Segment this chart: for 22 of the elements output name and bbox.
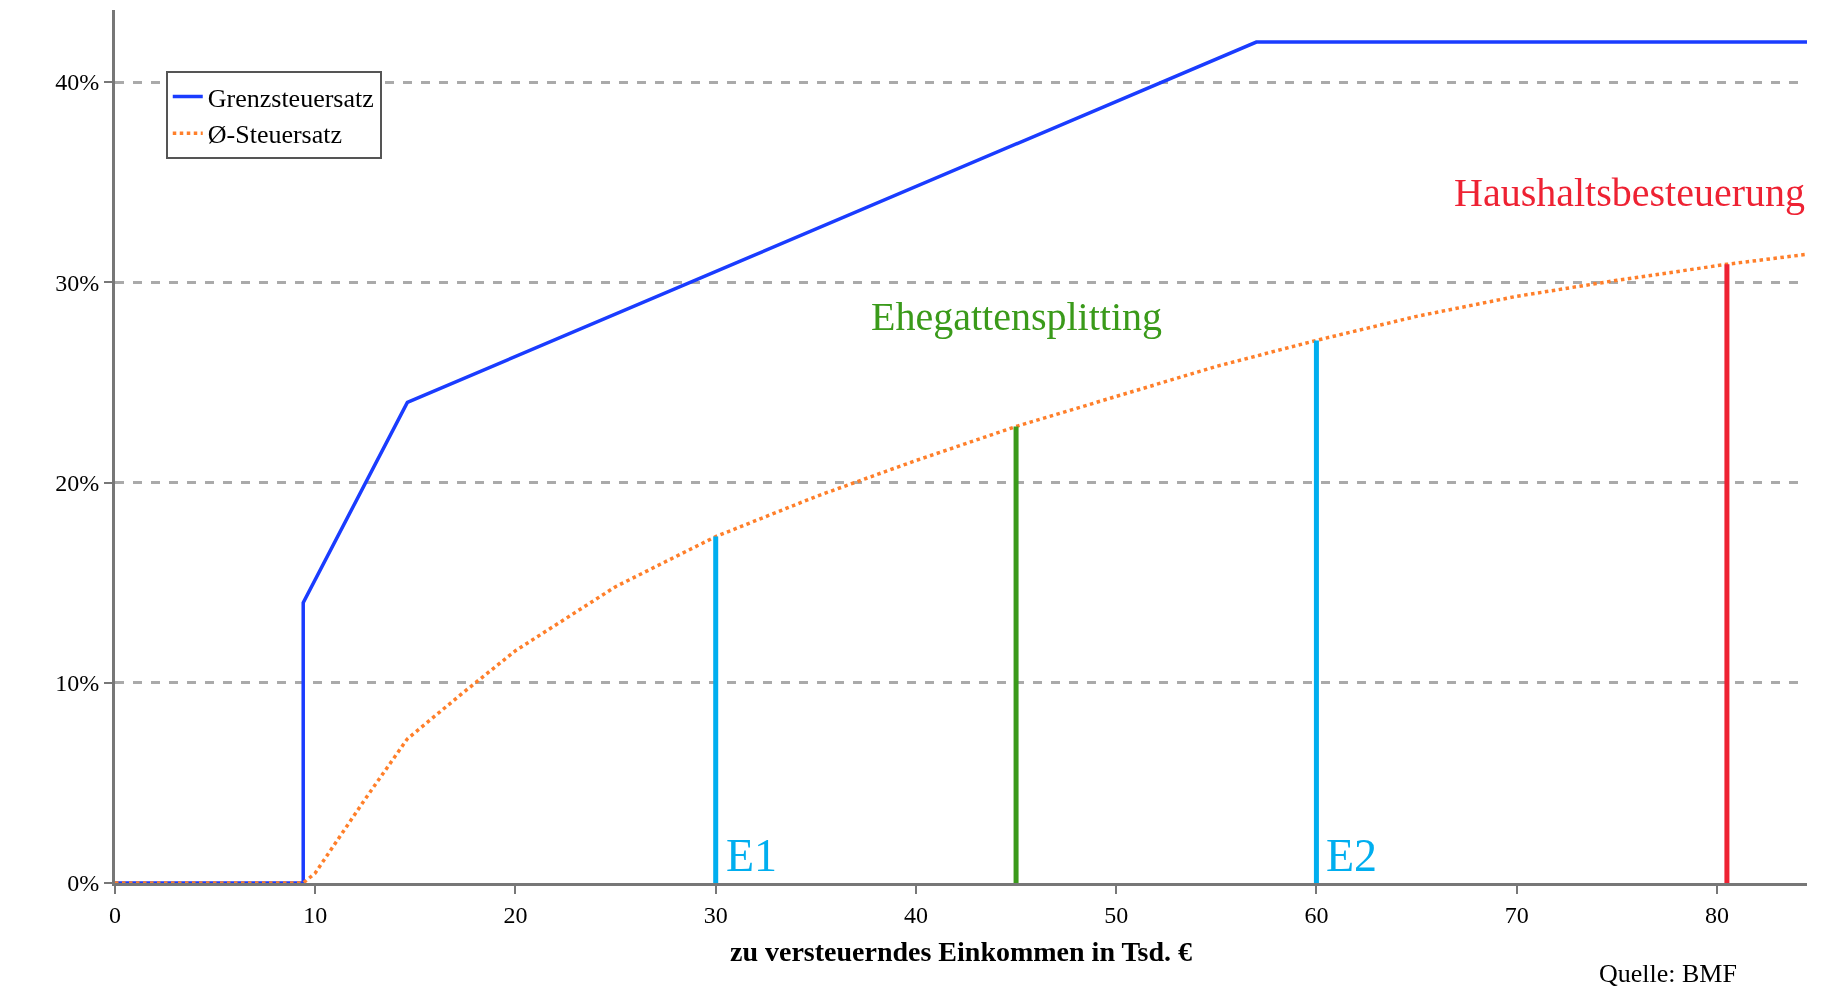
text: Ehegattensplitting: [871, 294, 1163, 339]
source-note: Quelle: BMF: [1599, 959, 1737, 988]
x-tick-label: 10: [303, 901, 328, 928]
legend-label: Ø-Steuersatz: [207, 120, 343, 150]
text: Haushaltsbesteuerung: [1454, 170, 1806, 215]
x-tick-label: 0: [109, 901, 121, 928]
x-tick-label: 20: [503, 901, 528, 928]
x-tick-label: 50: [1104, 901, 1129, 928]
y-tick-label: 20%: [55, 469, 100, 496]
series-label: E2: [1326, 830, 1378, 881]
y-tick-label: 40%: [55, 69, 100, 96]
y-tick-label: 0%: [67, 870, 100, 897]
y-tick-label: 30%: [55, 269, 100, 296]
x-tick-label: 30: [703, 901, 728, 928]
x-tick-label: 60: [1304, 901, 1329, 928]
y-tick-label: 10%: [55, 670, 100, 697]
series-label: E1: [726, 830, 778, 881]
x-tick-label: 70: [1504, 901, 1529, 928]
legend-label: Grenzsteuersatz: [207, 83, 374, 113]
x-tick-label: 80: [1704, 901, 1729, 928]
x-axis-title: zu versteuerndes Einkommen in Tsd. €: [729, 935, 1193, 967]
x-tick-label: 40: [903, 901, 928, 928]
